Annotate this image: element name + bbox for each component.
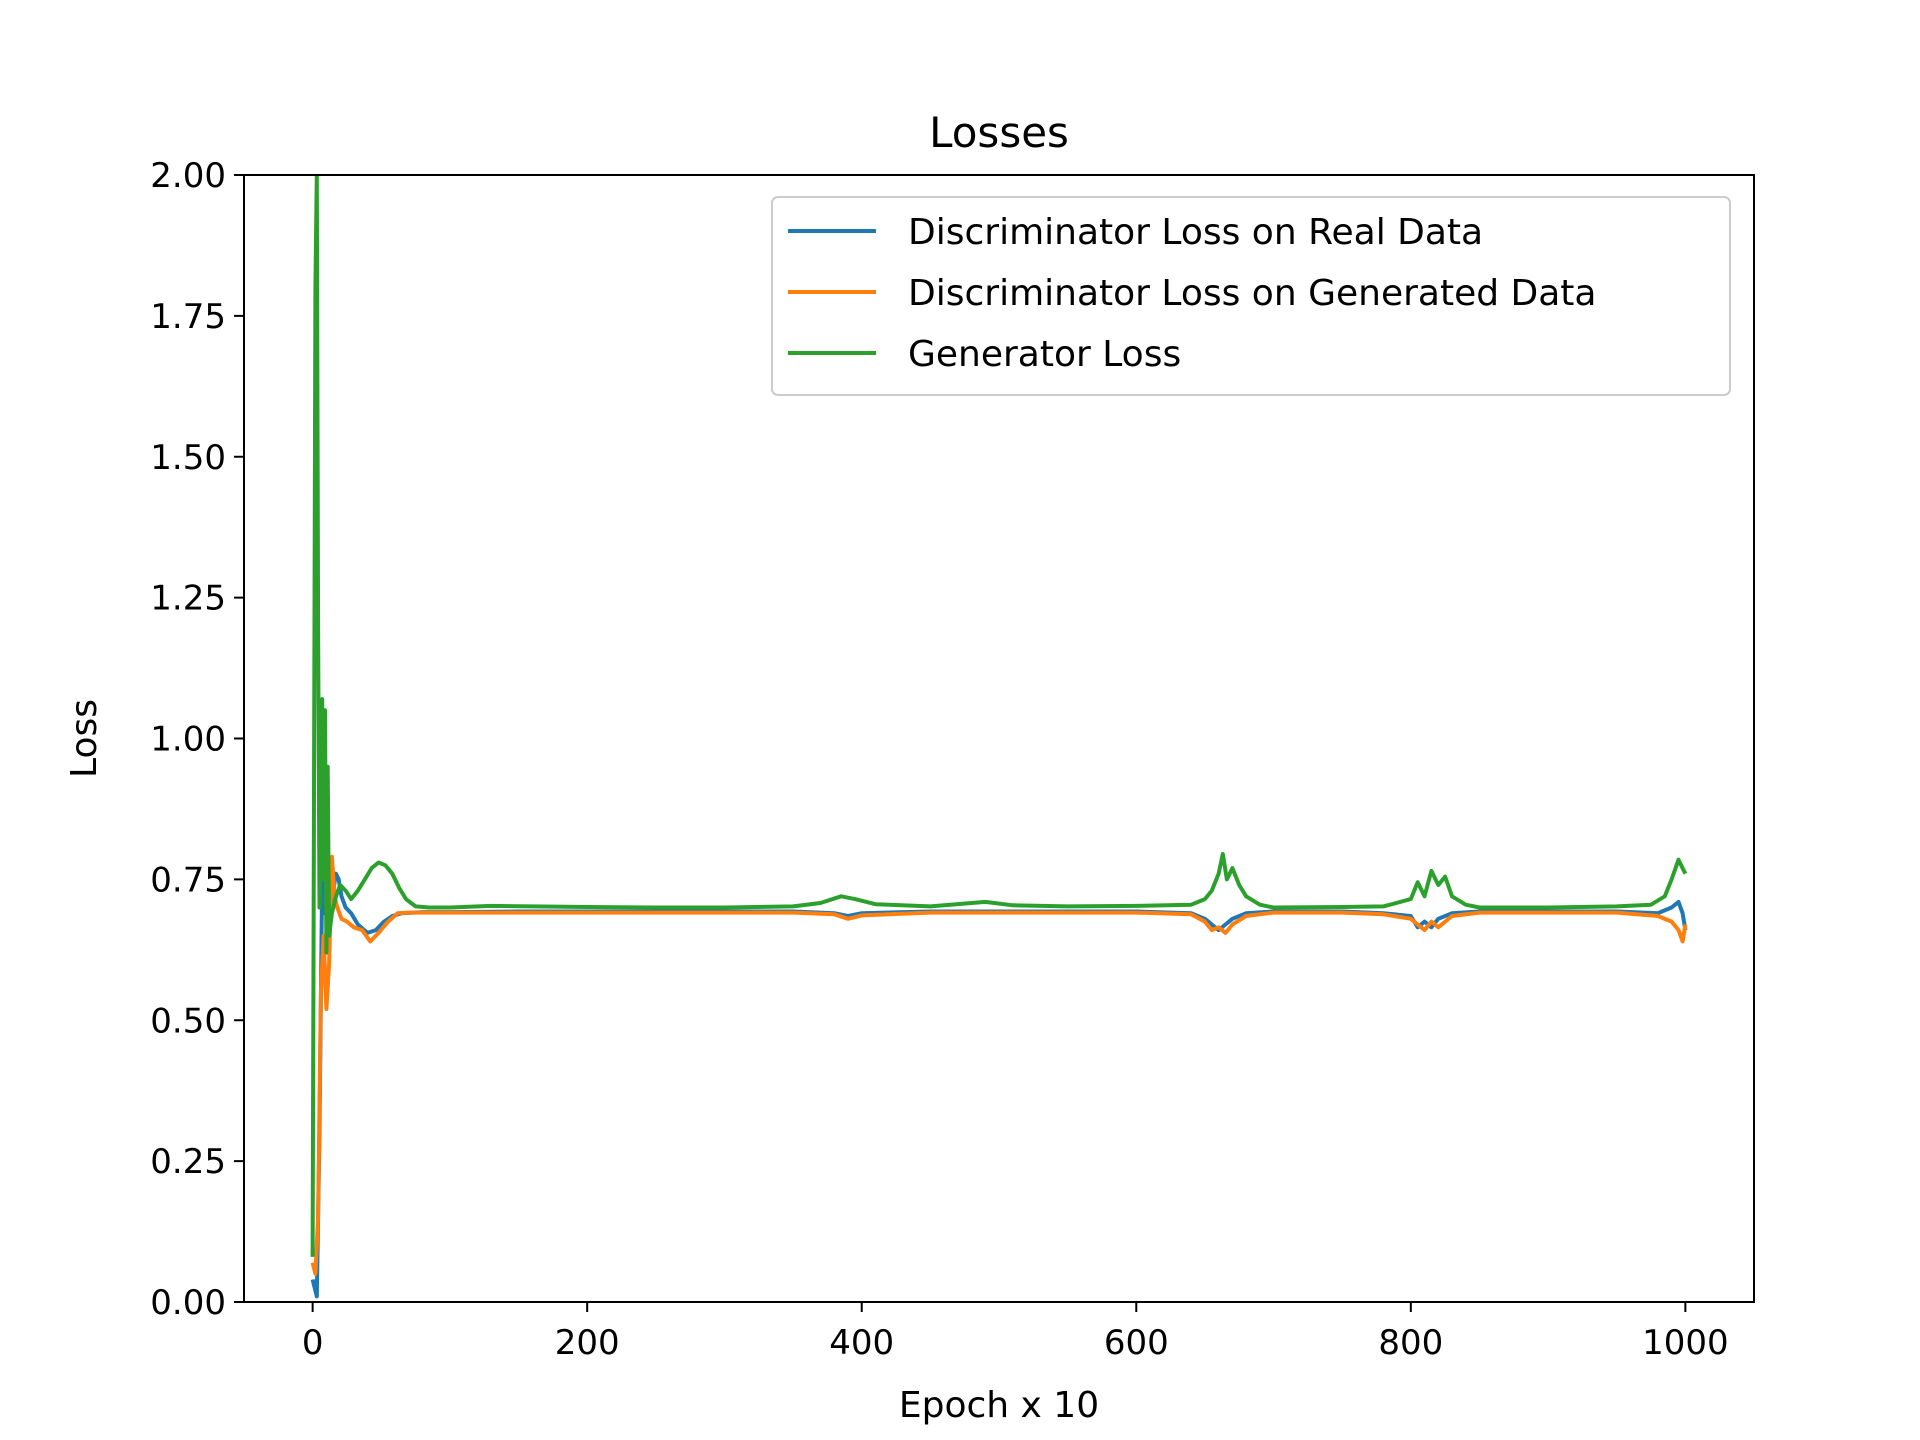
legend: Discriminator Loss on Real Data Discrimin…	[771, 196, 1731, 396]
x-tick-label: 800	[1378, 1323, 1443, 1363]
x-tick-label: 1000	[1642, 1323, 1729, 1363]
series-line-2	[310, 175, 1688, 1257]
y-tick-label: 0.25	[150, 1142, 226, 1182]
y-tick-label: 0.50	[150, 1001, 226, 1041]
x-axis: 0 200 400 600 800 1000	[302, 1302, 1729, 1363]
legend-entry: Discriminator Loss on Generated Data	[908, 273, 1596, 314]
y-tick-label: 1.00	[150, 720, 226, 760]
y-tick-label: 0.75	[150, 860, 226, 900]
y-tick-label: 0.00	[150, 1283, 226, 1323]
x-axis-label: Epoch x 10	[899, 1385, 1099, 1426]
x-tick-label: 0	[302, 1323, 324, 1363]
y-tick-label: 2.00	[150, 156, 226, 196]
series-line-1	[310, 854, 1688, 1276]
y-axis-label: Loss	[64, 699, 105, 778]
y-tick-label: 1.50	[150, 438, 226, 478]
legend-box	[771, 196, 1731, 396]
x-tick-label: 400	[829, 1323, 894, 1363]
legend-entry: Generator Loss	[908, 334, 1181, 375]
x-tick-label: 200	[555, 1323, 620, 1363]
chart-title: Losses	[929, 108, 1069, 157]
x-tick-label: 600	[1104, 1323, 1169, 1363]
series-line-0	[310, 871, 1688, 1299]
y-tick-label: 1.75	[150, 297, 226, 337]
y-axis: 0.00 0.25 0.50 0.75 1.00 1.25 1.50 1.75 2.00	[150, 156, 244, 1323]
plot-area	[310, 175, 1688, 1299]
y-tick-label: 1.25	[150, 579, 226, 619]
legend-entry: Discriminator Loss on Real Data	[908, 212, 1483, 253]
